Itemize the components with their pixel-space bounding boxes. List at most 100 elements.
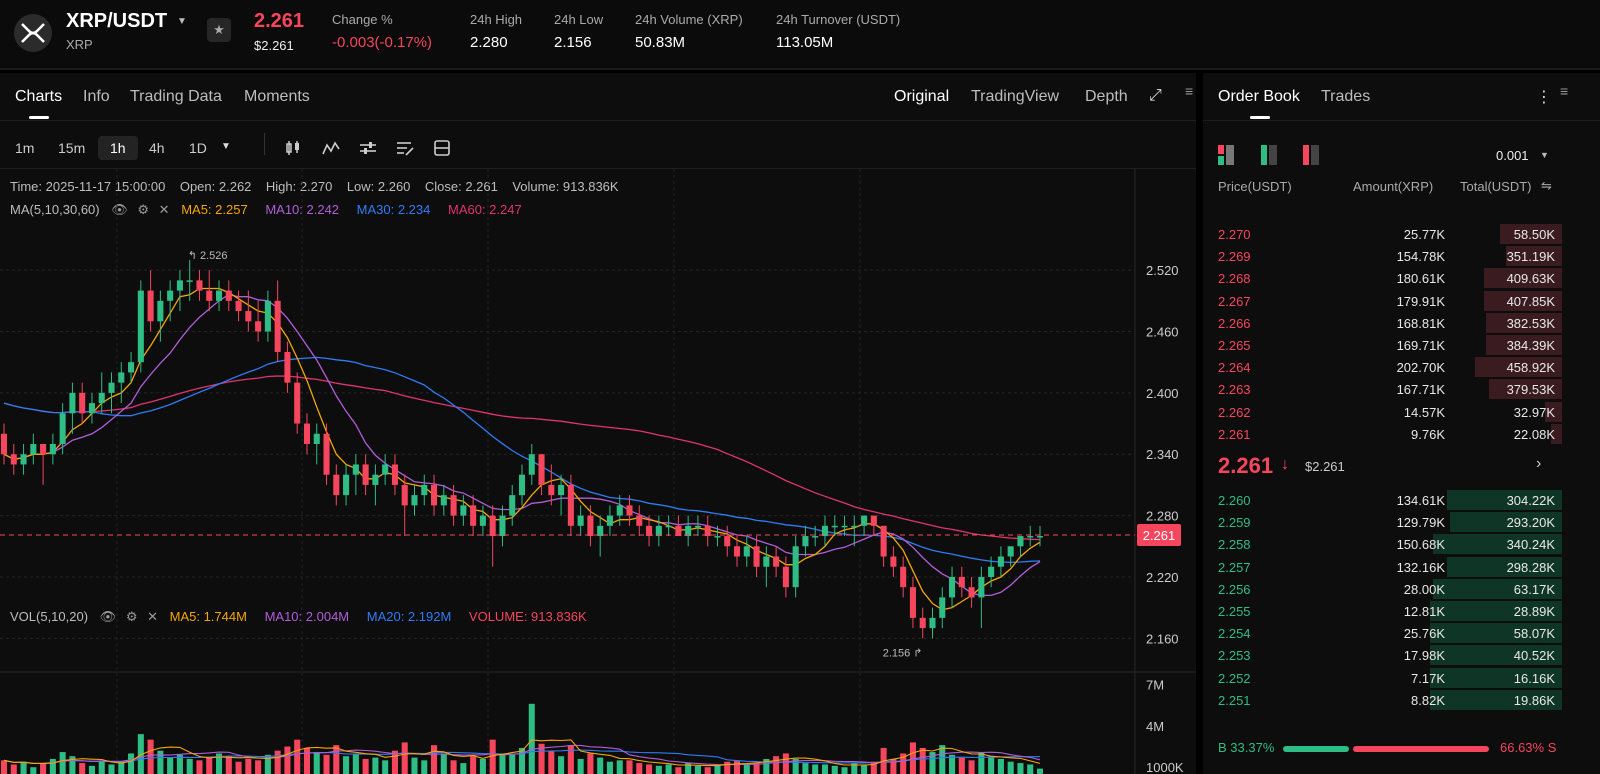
volume-bar (450, 760, 457, 774)
row-price: 2.262 (1218, 404, 1251, 420)
eye-icon[interactable]: 👁 (111, 202, 128, 217)
timeframe-1h[interactable]: 1h (98, 136, 138, 160)
divider (1203, 120, 1600, 121)
volume-bar (861, 764, 868, 774)
ask-row[interactable]: 2.269 154.78K 351.19K (1203, 245, 1600, 267)
tab-order-book[interactable]: Order Book (1218, 88, 1300, 105)
candle-body (675, 525, 682, 537)
bid-row[interactable]: 2.255 12.81K 28.89K (1203, 600, 1600, 622)
ask-row[interactable]: 2.266 168.81K 382.53K (1203, 312, 1600, 334)
chart-panel: Charts Info Trading Data Moments Origina… (0, 73, 1196, 774)
row-total: 16.16K (1513, 670, 1555, 686)
ask-row[interactable]: 2.261 9.76K 22.08K (1203, 423, 1600, 445)
row-total: 58.07K (1513, 626, 1555, 642)
volume-bar (284, 746, 291, 774)
bid-row[interactable]: 2.254 25.76K 58.07K (1203, 622, 1600, 644)
drawing-tools-icon[interactable] (396, 139, 414, 157)
bid-row[interactable]: 2.256 28.00K 63.17K (1203, 578, 1600, 600)
volume-bar (303, 747, 311, 774)
price-chart[interactable]: 11-1311-1411-1511-1620:00:002.5202.4602.… (0, 169, 1196, 774)
timeframe-1d[interactable]: 1D (189, 140, 207, 156)
stat-value: 113.05M (776, 34, 834, 51)
settings-icon[interactable]: ⚙ (137, 202, 150, 217)
row-total: 340.24K (1506, 537, 1555, 553)
bid-row[interactable]: 2.258 150.68K 340.24K (1203, 533, 1600, 555)
swap-units-icon[interactable]: ⇋ (1541, 178, 1552, 193)
more-menu-icon[interactable]: ≡ (1185, 83, 1194, 99)
volume-bar (0, 760, 8, 774)
fullscreen-icon[interactable]: ⤢ (1149, 87, 1162, 104)
bid-row[interactable]: 2.253 17.98K 40.52K (1203, 644, 1600, 666)
row-amount: 132.16K (1396, 559, 1445, 575)
menu-icon[interactable]: ≡ (1560, 83, 1569, 99)
candle-body (831, 525, 838, 528)
volume-bar (548, 750, 555, 774)
row-amount: 169.71K (1396, 338, 1445, 353)
buy-ratio-bar (1283, 746, 1349, 752)
sell-ratio-bar (1352, 746, 1489, 752)
tab-trading-data[interactable]: Trading Data (130, 88, 222, 105)
view-bids-icon[interactable] (1261, 145, 1285, 165)
tab-tradingview[interactable]: TradingView (971, 88, 1060, 105)
candle-body (655, 525, 662, 537)
candle-body (10, 454, 17, 465)
depth-bar (1433, 534, 1562, 555)
bid-row[interactable]: 2.259 129.79K 293.20K (1203, 511, 1600, 533)
ask-row[interactable]: 2.265 169.71K 384.39K (1203, 334, 1600, 356)
row-total: 407.85K (1506, 293, 1555, 309)
more-vertical-icon[interactable]: ⋮ (1536, 89, 1552, 106)
depth-bar (1447, 490, 1562, 510)
chevron-right-icon[interactable]: › (1536, 455, 1542, 472)
ask-row[interactable]: 2.268 180.61K 409.63K (1203, 267, 1600, 289)
bid-row[interactable]: 2.251 8.82K 19.86K (1203, 689, 1600, 711)
tab-depth[interactable]: Depth (1085, 88, 1128, 105)
candle-body (421, 484, 428, 496)
precision-select[interactable]: 0.001 (1496, 148, 1529, 163)
candle-body (343, 474, 350, 496)
ask-row[interactable]: 2.263 167.71K 379.53K (1203, 378, 1600, 400)
tab-charts[interactable]: Charts (15, 88, 63, 105)
info-high: High: 2.270 (265, 179, 333, 194)
bid-row[interactable]: 2.257 132.16K 298.28K (1203, 556, 1600, 578)
last-price: 2.261 (254, 10, 305, 32)
ask-row[interactable]: 2.264 202.70K 458.92K (1203, 356, 1600, 378)
candle-body (489, 515, 496, 537)
candlestick-type-icon[interactable] (284, 139, 302, 157)
timeframe-1m[interactable]: 1m (15, 140, 35, 156)
close-icon[interactable]: ✕ (147, 609, 158, 624)
candle-body (870, 515, 877, 526)
timeframe-dropdown-icon[interactable]: ▼ (221, 141, 231, 152)
depth-bar (1483, 268, 1562, 289)
ask-row[interactable]: 2.262 14.57K 32.97K (1203, 401, 1600, 423)
favorite-star-icon[interactable]: ★ (207, 18, 231, 42)
tab-info[interactable]: Info (83, 88, 110, 105)
ask-row[interactable]: 2.267 179.91K 407.85K (1203, 290, 1600, 312)
precision-dropdown-icon[interactable]: ▼ (1540, 150, 1549, 160)
timeframe-15m[interactable]: 15m (58, 140, 86, 156)
tab-trades[interactable]: Trades (1321, 88, 1371, 105)
volume-bar (362, 758, 369, 774)
ask-row[interactable]: 2.270 25.77K 58.50K (1203, 223, 1600, 245)
close-icon[interactable]: ✕ (158, 202, 170, 217)
eye-icon[interactable]: 👁 (99, 609, 117, 624)
bid-row[interactable]: 2.252 7.17K 16.16K (1203, 667, 1600, 689)
tab-moments[interactable]: Moments (244, 88, 310, 105)
ma-legend-label: MA(5,10,30,60) (10, 202, 100, 217)
indicators-icon[interactable] (322, 139, 340, 157)
settings-sliders-icon[interactable] (359, 139, 377, 157)
tab-original[interactable]: Original (894, 88, 950, 105)
settings-icon[interactable]: ⚙ (125, 609, 138, 624)
layout-icon[interactable] (433, 139, 451, 157)
view-both-icon[interactable] (1218, 145, 1242, 165)
view-asks-icon[interactable] (1303, 145, 1327, 165)
candle-body (567, 484, 574, 526)
pair-dropdown-icon[interactable]: ▼ (177, 16, 187, 27)
timeframe-4h[interactable]: 4h (149, 140, 165, 156)
candle-body (323, 433, 330, 475)
row-price: 2.256 (1218, 581, 1251, 597)
candle-body (616, 505, 623, 516)
candle-body (724, 536, 731, 547)
pair-title[interactable]: XRP/USDT (66, 10, 168, 32)
row-total: 32.97K (1513, 404, 1555, 420)
bid-row[interactable]: 2.260 134.61K 304.22K (1203, 489, 1600, 511)
